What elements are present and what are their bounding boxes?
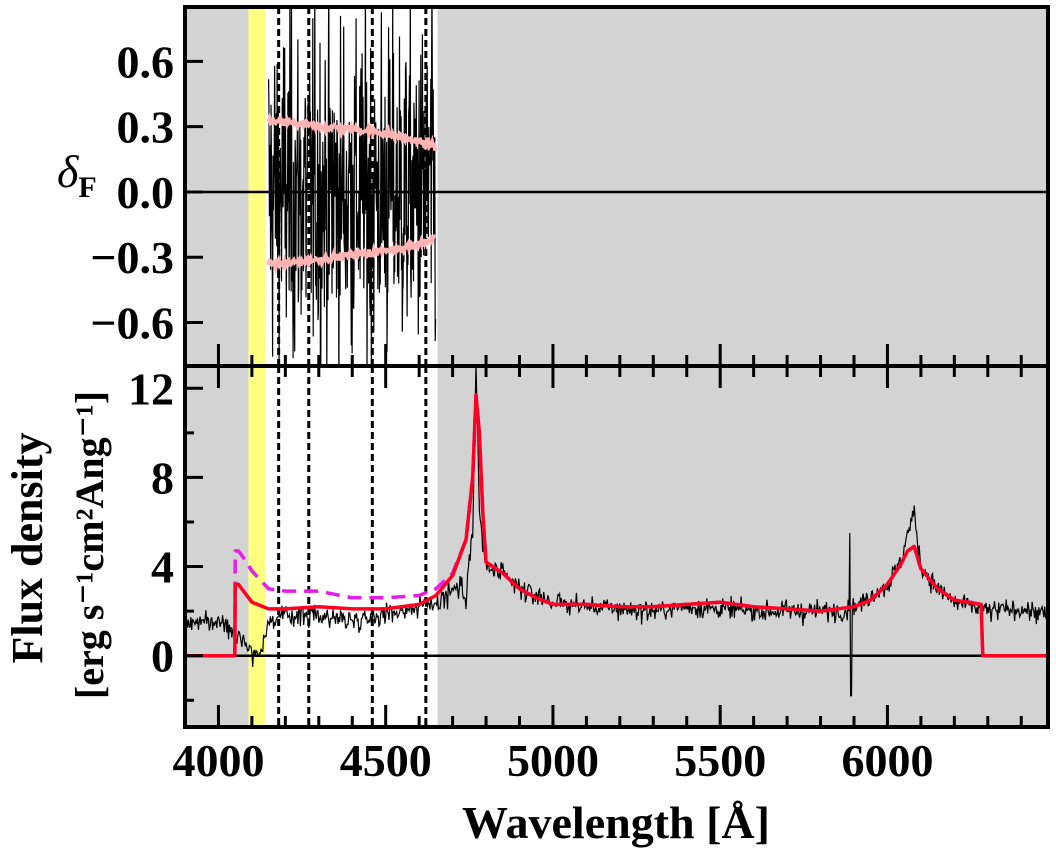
top-ylabel: δF [57, 146, 97, 204]
top-panel-background [185, 7, 1048, 366]
top-panel-plot-area [185, 7, 1048, 366]
bottom-ytick-label: 8 [151, 452, 174, 503]
top-residual-series [268, 7, 437, 366]
bottom-ylabel-line1: Flux density [3, 432, 52, 663]
tick-labels: 0.6 0.3 0.0 −0.3 −0.6 12 8 4 0 4000 4500 5000 5500 60… [90, 36, 933, 786]
top-lower-envelope [266, 233, 437, 275]
bottom-panel-frame [183, 364, 1050, 729]
bottom-ytick-label: 4 [151, 542, 174, 593]
bottom-masked-region-0 [185, 366, 249, 727]
bottom-ylabel-line2: [erg s⁻¹cm²Ang⁻¹] [67, 391, 112, 699]
bottom-panel-background [185, 366, 1048, 727]
bottom-model-solid [185, 393, 1048, 658]
bottom-highlight-band [248, 366, 266, 727]
top-masked-region-1 [437, 7, 1048, 366]
bottom-masked-region-1 [437, 366, 1048, 727]
top-masked-region-0 [185, 7, 249, 366]
top-ytick-label: 0.6 [117, 36, 175, 87]
bottom-ylabel-units: [erg s⁻¹cm²Ang⁻¹] [67, 391, 112, 699]
x-tick-label: 5500 [674, 735, 766, 786]
bottom-observed-spectrum [185, 366, 1048, 697]
bottom-ytick-label: 0 [151, 631, 174, 682]
bottom-ytick-label: 12 [128, 363, 174, 414]
bottom-ylabel: Flux density [3, 432, 52, 663]
x-tick-label: 5000 [507, 735, 599, 786]
top-ytick-label: 0.3 [117, 102, 175, 153]
top-ytick-label: −0.6 [90, 297, 174, 348]
top-ytick-label: −0.3 [90, 232, 174, 283]
x-tick-label: 4000 [172, 735, 264, 786]
x-axis-title: Wavelength [Å] [462, 797, 770, 848]
x-tick-label: 4500 [340, 735, 432, 786]
top-highlight-band [248, 7, 266, 366]
top-ytick-label: 0.0 [117, 167, 175, 218]
x-tick-label: 6000 [841, 735, 933, 786]
top-upper-envelope [266, 111, 438, 152]
bottom-panel-plot-area [185, 366, 1048, 727]
